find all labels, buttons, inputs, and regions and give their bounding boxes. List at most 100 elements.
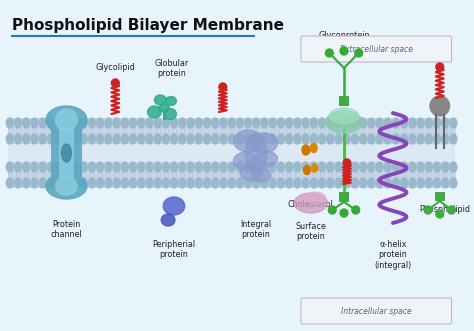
Ellipse shape xyxy=(450,118,457,128)
Ellipse shape xyxy=(72,118,79,128)
Ellipse shape xyxy=(234,130,263,152)
Ellipse shape xyxy=(310,144,317,153)
Ellipse shape xyxy=(105,134,112,144)
Ellipse shape xyxy=(306,192,326,204)
Ellipse shape xyxy=(105,118,112,128)
Text: Intracellular space: Intracellular space xyxy=(341,307,411,315)
Ellipse shape xyxy=(417,162,424,172)
Ellipse shape xyxy=(129,162,137,172)
Ellipse shape xyxy=(179,162,186,172)
Ellipse shape xyxy=(442,162,449,172)
Ellipse shape xyxy=(6,162,13,172)
Ellipse shape xyxy=(302,178,309,188)
Circle shape xyxy=(219,83,227,91)
Ellipse shape xyxy=(319,134,326,144)
Ellipse shape xyxy=(228,134,235,144)
Ellipse shape xyxy=(80,178,87,188)
Ellipse shape xyxy=(89,134,95,144)
Ellipse shape xyxy=(351,178,358,188)
Ellipse shape xyxy=(187,118,194,128)
Ellipse shape xyxy=(15,118,21,128)
Text: Peripherial
protein: Peripherial protein xyxy=(153,240,195,260)
Ellipse shape xyxy=(392,162,400,172)
Ellipse shape xyxy=(237,118,243,128)
Ellipse shape xyxy=(384,134,391,144)
Ellipse shape xyxy=(294,134,301,144)
Ellipse shape xyxy=(294,118,301,128)
Ellipse shape xyxy=(56,109,77,131)
Ellipse shape xyxy=(146,118,153,128)
Ellipse shape xyxy=(277,118,284,128)
Ellipse shape xyxy=(261,162,268,172)
Ellipse shape xyxy=(450,134,457,144)
Ellipse shape xyxy=(261,178,268,188)
Circle shape xyxy=(343,159,351,167)
Ellipse shape xyxy=(121,134,128,144)
Ellipse shape xyxy=(368,178,375,188)
Ellipse shape xyxy=(269,178,276,188)
Ellipse shape xyxy=(384,118,391,128)
Circle shape xyxy=(326,49,333,57)
Bar xyxy=(8,162,456,188)
Ellipse shape xyxy=(55,178,63,188)
Ellipse shape xyxy=(155,95,166,105)
Ellipse shape xyxy=(310,134,317,144)
Ellipse shape xyxy=(154,134,161,144)
Ellipse shape xyxy=(450,178,457,188)
Ellipse shape xyxy=(129,134,137,144)
Ellipse shape xyxy=(237,162,243,172)
Ellipse shape xyxy=(253,134,260,144)
Ellipse shape xyxy=(39,162,46,172)
Ellipse shape xyxy=(105,178,112,188)
FancyBboxPatch shape xyxy=(301,298,452,324)
Ellipse shape xyxy=(159,104,169,112)
Ellipse shape xyxy=(360,134,366,144)
Ellipse shape xyxy=(203,134,210,144)
Ellipse shape xyxy=(212,178,219,188)
Ellipse shape xyxy=(113,178,120,188)
Circle shape xyxy=(340,209,348,217)
Ellipse shape xyxy=(47,178,55,188)
Ellipse shape xyxy=(121,178,128,188)
Ellipse shape xyxy=(171,134,178,144)
Ellipse shape xyxy=(23,134,30,144)
Ellipse shape xyxy=(261,134,268,144)
FancyBboxPatch shape xyxy=(301,36,452,62)
Ellipse shape xyxy=(310,118,317,128)
Ellipse shape xyxy=(80,162,87,172)
Ellipse shape xyxy=(64,134,71,144)
Ellipse shape xyxy=(425,178,432,188)
Ellipse shape xyxy=(138,118,145,128)
Ellipse shape xyxy=(251,168,271,182)
Ellipse shape xyxy=(253,162,260,172)
Ellipse shape xyxy=(23,162,30,172)
Ellipse shape xyxy=(6,178,13,188)
Ellipse shape xyxy=(165,97,176,106)
Ellipse shape xyxy=(392,134,400,144)
Ellipse shape xyxy=(15,178,21,188)
Ellipse shape xyxy=(343,134,350,144)
Ellipse shape xyxy=(360,162,366,172)
Ellipse shape xyxy=(220,118,227,128)
Ellipse shape xyxy=(31,118,38,128)
Ellipse shape xyxy=(425,162,432,172)
Ellipse shape xyxy=(376,134,383,144)
Ellipse shape xyxy=(80,118,87,128)
Ellipse shape xyxy=(277,134,284,144)
Ellipse shape xyxy=(161,214,175,226)
Ellipse shape xyxy=(97,134,104,144)
Text: Glycolipid: Glycolipid xyxy=(95,63,135,72)
Ellipse shape xyxy=(351,162,358,172)
Ellipse shape xyxy=(409,118,416,128)
Ellipse shape xyxy=(97,178,104,188)
Ellipse shape xyxy=(195,118,202,128)
Ellipse shape xyxy=(89,162,95,172)
Circle shape xyxy=(355,49,363,57)
Ellipse shape xyxy=(163,134,169,144)
Ellipse shape xyxy=(392,118,400,128)
Ellipse shape xyxy=(234,152,259,170)
Ellipse shape xyxy=(46,173,87,199)
Bar xyxy=(339,192,349,202)
Ellipse shape xyxy=(187,178,194,188)
Ellipse shape xyxy=(23,178,30,188)
